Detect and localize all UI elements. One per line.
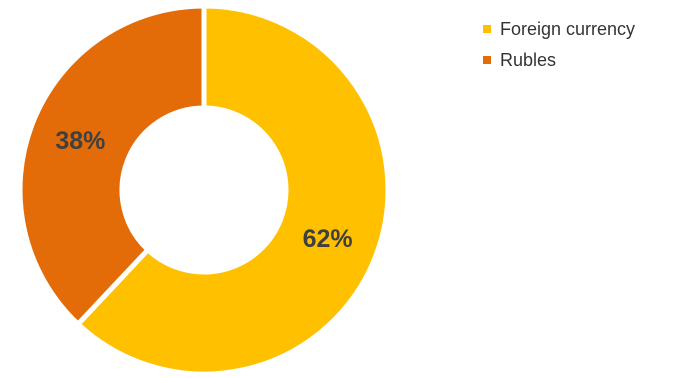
legend: Foreign currency Rubles bbox=[483, 15, 635, 77]
slices-layer bbox=[20, 6, 388, 374]
legend-item-rubles: Rubles bbox=[483, 46, 635, 74]
data-label-foreign-currency: 62% bbox=[303, 225, 353, 253]
legend-swatch-rubles bbox=[483, 56, 491, 64]
data-label-rubles: 38% bbox=[55, 127, 105, 155]
legend-item-foreign-currency: Foreign currency bbox=[483, 15, 635, 43]
legend-label-foreign-currency: Foreign currency bbox=[500, 19, 635, 40]
legend-swatch-foreign-currency bbox=[483, 25, 491, 33]
legend-label-rubles: Rubles bbox=[500, 50, 556, 71]
